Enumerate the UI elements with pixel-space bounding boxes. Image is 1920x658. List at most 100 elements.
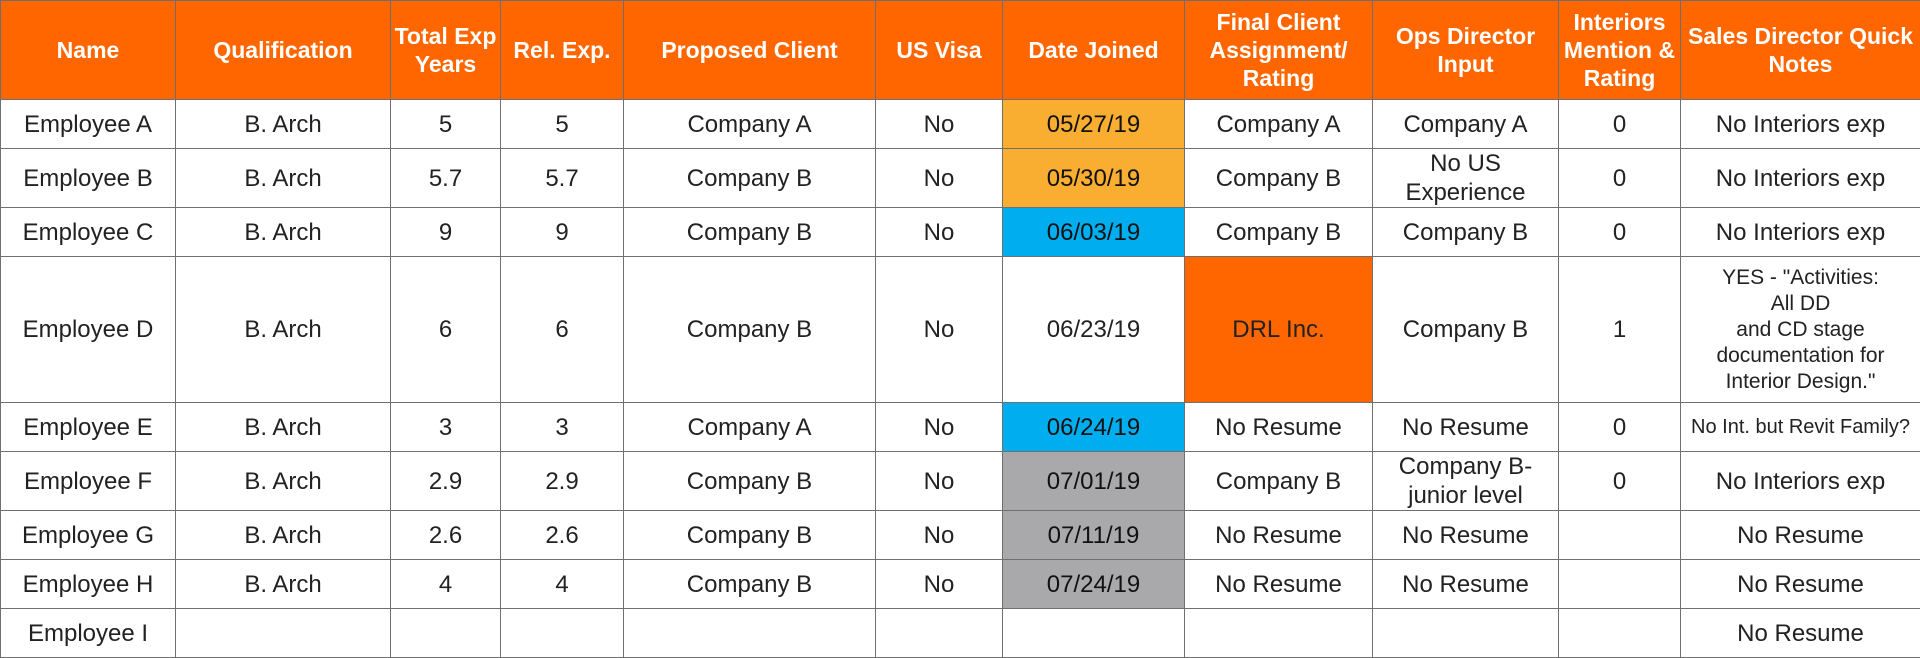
- col-header-total-exp: Total Exp Years: [391, 1, 501, 100]
- col-header-name: Name: [1, 1, 176, 100]
- cell-proposed-client: Company B: [624, 560, 876, 609]
- cell-notes: No Interiors exp: [1681, 452, 1920, 511]
- cell-total-exp: [391, 609, 501, 658]
- cell-us-visa: No: [876, 208, 1003, 257]
- cell-ops-input: [1373, 609, 1559, 658]
- cell-ops-input: Company A: [1373, 100, 1559, 149]
- cell-total-exp: 4: [391, 560, 501, 609]
- cell-ops-input: Company B: [1373, 257, 1559, 403]
- cell-notes: No Resume: [1681, 511, 1920, 560]
- cell-rel-exp: 2.9: [501, 452, 624, 511]
- cell-qualification: B. Arch: [176, 560, 391, 609]
- cell-name: Employee D: [1, 257, 176, 403]
- cell-date-joined: 06/24/19: [1003, 403, 1185, 452]
- cell-qualification: B. Arch: [176, 257, 391, 403]
- cell-qualification: B. Arch: [176, 100, 391, 149]
- cell-qualification: B. Arch: [176, 452, 391, 511]
- cell-total-exp: 2.6: [391, 511, 501, 560]
- cell-notes: No Int. but Revit Family?: [1681, 403, 1920, 452]
- cell-rel-exp: 5: [501, 100, 624, 149]
- cell-notes: No Resume: [1681, 609, 1920, 658]
- cell-name: Employee B: [1, 149, 176, 208]
- cell-us-visa: [876, 609, 1003, 658]
- cell-proposed-client: Company A: [624, 403, 876, 452]
- cell-interiors: [1559, 511, 1681, 560]
- table-row: Employee I No Resume: [1, 609, 1920, 658]
- cell-final-client: Company A: [1185, 100, 1373, 149]
- cell-interiors: [1559, 560, 1681, 609]
- cell-us-visa: No: [876, 100, 1003, 149]
- cell-notes: No Interiors exp: [1681, 149, 1920, 208]
- cell-proposed-client: Company B: [624, 208, 876, 257]
- cell-interiors: 0: [1559, 149, 1681, 208]
- cell-proposed-client: Company B: [624, 257, 876, 403]
- cell-proposed-client: Company B: [624, 511, 876, 560]
- cell-rel-exp: 4: [501, 560, 624, 609]
- cell-rel-exp: [501, 609, 624, 658]
- cell-interiors: 0: [1559, 403, 1681, 452]
- cell-qualification: B. Arch: [176, 208, 391, 257]
- cell-us-visa: No: [876, 560, 1003, 609]
- cell-date-joined: 07/01/19: [1003, 452, 1185, 511]
- cell-ops-input: No Resume: [1373, 511, 1559, 560]
- cell-ops-input: Company B- junior level: [1373, 452, 1559, 511]
- col-header-us-visa: US Visa: [876, 1, 1003, 100]
- col-header-interiors: Interiors Mention & Rating: [1559, 1, 1681, 100]
- cell-final-client: Company B: [1185, 149, 1373, 208]
- cell-final-client: No Resume: [1185, 511, 1373, 560]
- cell-ops-input: No Resume: [1373, 403, 1559, 452]
- cell-rel-exp: 3: [501, 403, 624, 452]
- cell-date-joined: 05/27/19: [1003, 100, 1185, 149]
- cell-rel-exp: 6: [501, 257, 624, 403]
- cell-rel-exp: 5.7: [501, 149, 624, 208]
- cell-notes: No Resume: [1681, 560, 1920, 609]
- cell-final-client: No Resume: [1185, 560, 1373, 609]
- cell-date-joined: 06/03/19: [1003, 208, 1185, 257]
- cell-qualification: B. Arch: [176, 403, 391, 452]
- cell-us-visa: No: [876, 257, 1003, 403]
- cell-us-visa: No: [876, 452, 1003, 511]
- cell-date-joined: 07/24/19: [1003, 560, 1185, 609]
- cell-final-client: Company B: [1185, 452, 1373, 511]
- cell-date-joined: 07/11/19: [1003, 511, 1185, 560]
- cell-name: Employee E: [1, 403, 176, 452]
- cell-ops-input: Company B: [1373, 208, 1559, 257]
- cell-us-visa: No: [876, 511, 1003, 560]
- cell-total-exp: 2.9: [391, 452, 501, 511]
- cell-name: Employee H: [1, 560, 176, 609]
- cell-proposed-client: Company B: [624, 452, 876, 511]
- cell-us-visa: No: [876, 149, 1003, 208]
- cell-rel-exp: 9: [501, 208, 624, 257]
- cell-notes: YES - "Activities: All DD and CD stage d…: [1681, 257, 1920, 403]
- cell-date-joined: 05/30/19: [1003, 149, 1185, 208]
- cell-ops-input: No US Experience: [1373, 149, 1559, 208]
- cell-name: Employee G: [1, 511, 176, 560]
- col-header-rel-exp: Rel. Exp.: [501, 1, 624, 100]
- cell-name: Employee A: [1, 100, 176, 149]
- cell-name: Employee I: [1, 609, 176, 658]
- cell-total-exp: 5: [391, 100, 501, 149]
- cell-final-client: DRL Inc.: [1185, 257, 1373, 403]
- col-header-date-joined: Date Joined: [1003, 1, 1185, 100]
- cell-notes: No Interiors exp: [1681, 208, 1920, 257]
- cell-interiors: [1559, 609, 1681, 658]
- cell-interiors: 0: [1559, 100, 1681, 149]
- col-header-notes: Sales Director Quick Notes: [1681, 1, 1920, 100]
- cell-interiors: 0: [1559, 452, 1681, 511]
- cell-total-exp: 9: [391, 208, 501, 257]
- cell-us-visa: No: [876, 403, 1003, 452]
- cell-proposed-client: [624, 609, 876, 658]
- cell-name: Employee C: [1, 208, 176, 257]
- cell-date-joined: [1003, 609, 1185, 658]
- header-row: Name Qualification Total Exp Years Rel. …: [1, 1, 1920, 100]
- cell-qualification: B. Arch: [176, 511, 391, 560]
- cell-total-exp: 3: [391, 403, 501, 452]
- cell-rel-exp: 2.6: [501, 511, 624, 560]
- cell-qualification: B. Arch: [176, 149, 391, 208]
